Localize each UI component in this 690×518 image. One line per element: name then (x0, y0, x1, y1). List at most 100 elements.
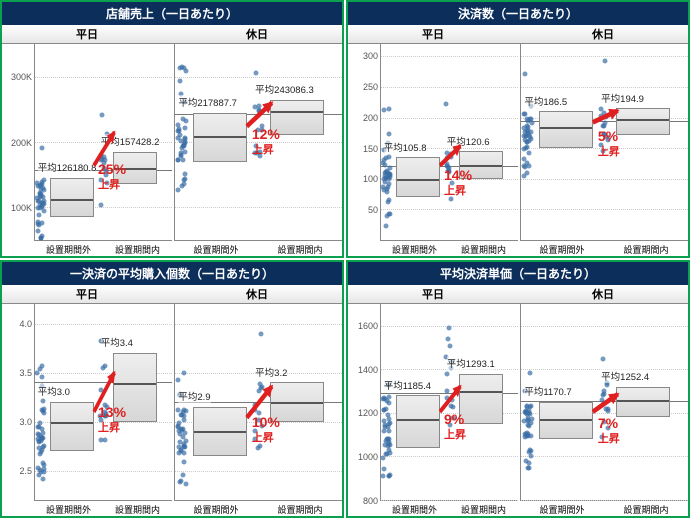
sub-row: 平日2.53.03.54.0平均3.0平均3.413%上昇設置期間外設置期間内休… (2, 285, 342, 516)
increase-arrow-icon (35, 304, 172, 500)
y-tick-label: 4.0 (19, 319, 32, 329)
x-tick-label: 設置期間外 (380, 241, 449, 256)
plot-area: 平均126180.8平均157428.225%上昇 (34, 44, 172, 241)
x-tick-label: 設置期間外 (520, 241, 604, 256)
increase-percent: 10% (252, 414, 280, 430)
plot-area: 平均3.0平均3.413%上昇 (34, 304, 172, 501)
plot-area: 平均1185.4平均1293.19%上昇 (380, 304, 518, 501)
y-tick-label: 100K (11, 203, 32, 213)
increase-word: 上昇 (98, 419, 126, 435)
increase-arrow-icon (521, 304, 688, 500)
increase-label: 13%上昇 (98, 404, 126, 435)
y-tick-label: 150 (363, 144, 378, 154)
panel-title: 店舗売上（一日あたり） (2, 2, 342, 25)
x-tick-label: 設置期間内 (449, 501, 518, 516)
sub-panel: 平日50100150200250300平均105.8平均120.614%上昇設置… (348, 25, 518, 256)
y-tick-label: 1000 (358, 452, 378, 462)
sub-panel: 休日平均217887.7平均243086.312%上昇設置期間外設置期間内 (172, 25, 342, 256)
panel-title: 一決済の平均購入個数（一日あたり） (2, 262, 342, 285)
sub-panel: 平日 2.5 3.0 3.5 4.0平均3.0平均3.413%上昇設置期間外設置期間内 (2, 285, 172, 516)
increase-word: 上昇 (98, 176, 126, 192)
increase-label: 12%上昇 (252, 126, 280, 157)
sub-row: 平日50100150200250300平均105.8平均120.614%上昇設置… (348, 25, 688, 256)
y-tick-label: 300 (363, 51, 378, 61)
x-tick-label: 設置期間外 (380, 501, 449, 516)
increase-percent: 7% (598, 415, 618, 431)
y-tick-label: 100 (363, 174, 378, 184)
y-tick-label: 2.5 (19, 466, 32, 476)
sub-panel: 休日平均1170.7平均1252.47%上昇設置期間外設置期間内 (518, 285, 688, 516)
x-tick-label: 設置期間内 (604, 501, 688, 516)
grid-line (521, 500, 688, 501)
panel-title: 平均決済単価（一日あたり） (348, 262, 688, 285)
chart-row: 平均2.9平均3.210%上昇 (172, 304, 342, 501)
y-tick-label: 200 (363, 113, 378, 123)
x-axis: 設置期間外設置期間内 (2, 241, 172, 256)
plot-area: 平均2.9平均3.210%上昇 (174, 304, 342, 501)
sub-panel: 休日平均186.5平均194.95%上昇設置期間外設置期間内 (518, 25, 688, 256)
x-tick-label: 設置期間内 (103, 501, 172, 516)
sub-panel: 平日8001000120014001600平均1185.4平均1293.19%上… (348, 285, 518, 516)
x-axis: 設置期間外設置期間内 (172, 241, 342, 256)
sub-title: 休日 (172, 285, 342, 304)
increase-percent: 25% (98, 161, 126, 177)
y-tick-label: 1400 (358, 365, 378, 375)
chart-grid: 店舗売上（一日あたり）平日100K200K300K平均126180.8平均157… (0, 0, 690, 518)
y-tick-label: 50 (368, 205, 378, 215)
y-axis: 2.5 3.0 3.5 4.0 (2, 304, 34, 501)
increase-label: 14%上昇 (444, 167, 472, 198)
sub-title: 休日 (518, 285, 688, 304)
increase-label: 9%上昇 (444, 411, 466, 442)
x-tick-label: 設置期間内 (258, 501, 342, 516)
y-tick-label: 250 (363, 82, 378, 92)
grid-line (381, 500, 518, 501)
increase-arrow-icon (381, 44, 518, 240)
x-tick-label: 設置期間外 (174, 501, 258, 516)
sub-title: 休日 (172, 25, 342, 44)
sub-panel: 平日100K200K300K平均126180.8平均157428.225%上昇設… (2, 25, 172, 256)
increase-arrow-icon (381, 304, 518, 500)
sub-title: 平日 (2, 25, 172, 44)
increase-percent: 5% (598, 128, 618, 144)
increase-label: 5%上昇 (598, 128, 620, 159)
x-axis: 設置期間外設置期間内 (348, 241, 518, 256)
chart-row: 平均217887.7平均243086.312%上昇 (172, 44, 342, 241)
y-tick-label: 1200 (358, 408, 378, 418)
x-axis: 設置期間外設置期間内 (518, 241, 688, 256)
y-axis: 100K200K300K (2, 44, 34, 241)
chart-panel: 一決済の平均購入個数（一日あたり）平日 2.5 3.0 3.5 4.0平均3.0平均3.… (0, 260, 344, 518)
sub-row: 平日100K200K300K平均126180.8平均157428.225%上昇設… (2, 25, 342, 256)
y-tick-label: 800 (363, 496, 378, 506)
x-tick-label: 設置期間外 (34, 241, 103, 256)
y-tick-label: 3.0 (19, 417, 32, 427)
sub-row: 平日8001000120014001600平均1185.4平均1293.19%上… (348, 285, 688, 516)
increase-arrow-icon (175, 304, 342, 500)
increase-word: 上昇 (444, 182, 472, 198)
increase-label: 25%上昇 (98, 161, 126, 192)
chart-row: 2.5 3.0 3.5 4.0平均3.0平均3.413%上昇 (2, 304, 172, 501)
x-tick-label: 設置期間外 (174, 241, 258, 256)
y-tick-label: 3.5 (19, 368, 32, 378)
increase-arrow-icon (35, 44, 172, 240)
chart-row: 平均1170.7平均1252.47%上昇 (518, 304, 688, 501)
increase-label: 10%上昇 (252, 414, 280, 445)
x-axis: 設置期間外設置期間内 (2, 501, 172, 516)
x-axis: 設置期間外設置期間内 (172, 501, 342, 516)
increase-percent: 14% (444, 167, 472, 183)
x-tick-label: 設置期間内 (449, 241, 518, 256)
sub-title: 平日 (348, 285, 518, 304)
plot-area: 平均186.5平均194.95%上昇 (520, 44, 688, 241)
chart-row: 50100150200250300平均105.8平均120.614%上昇 (348, 44, 518, 241)
increase-word: 上昇 (598, 430, 620, 446)
sub-panel: 休日平均2.9平均3.210%上昇設置期間外設置期間内 (172, 285, 342, 516)
chart-panel: 決済数（一日あたり）平日50100150200250300平均105.8平均12… (346, 0, 690, 258)
y-axis: 50 100 150 200 250 300 (348, 44, 380, 241)
chart-row: 平均186.5平均194.95%上昇 (518, 44, 688, 241)
y-tick-label: 300K (11, 72, 32, 82)
sub-title: 平日 (2, 285, 172, 304)
x-tick-label: 設置期間内 (604, 241, 688, 256)
x-tick-label: 設置期間外 (520, 501, 604, 516)
increase-word: 上昇 (252, 141, 280, 157)
increase-percent: 12% (252, 126, 280, 142)
increase-label: 7%上昇 (598, 415, 620, 446)
